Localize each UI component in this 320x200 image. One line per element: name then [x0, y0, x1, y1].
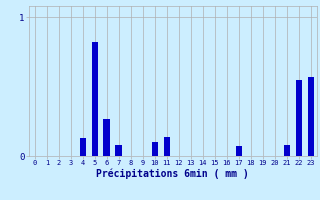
Bar [295, 80, 302, 156]
Bar [308, 77, 314, 156]
X-axis label: Précipitations 6min ( mm ): Précipitations 6min ( mm ) [96, 169, 249, 179]
Bar [116, 145, 122, 156]
Bar [151, 142, 158, 156]
Bar [79, 138, 86, 156]
Bar [164, 137, 170, 156]
Bar [284, 145, 290, 156]
Bar [103, 118, 110, 156]
Bar [236, 146, 242, 156]
Bar [92, 42, 98, 156]
